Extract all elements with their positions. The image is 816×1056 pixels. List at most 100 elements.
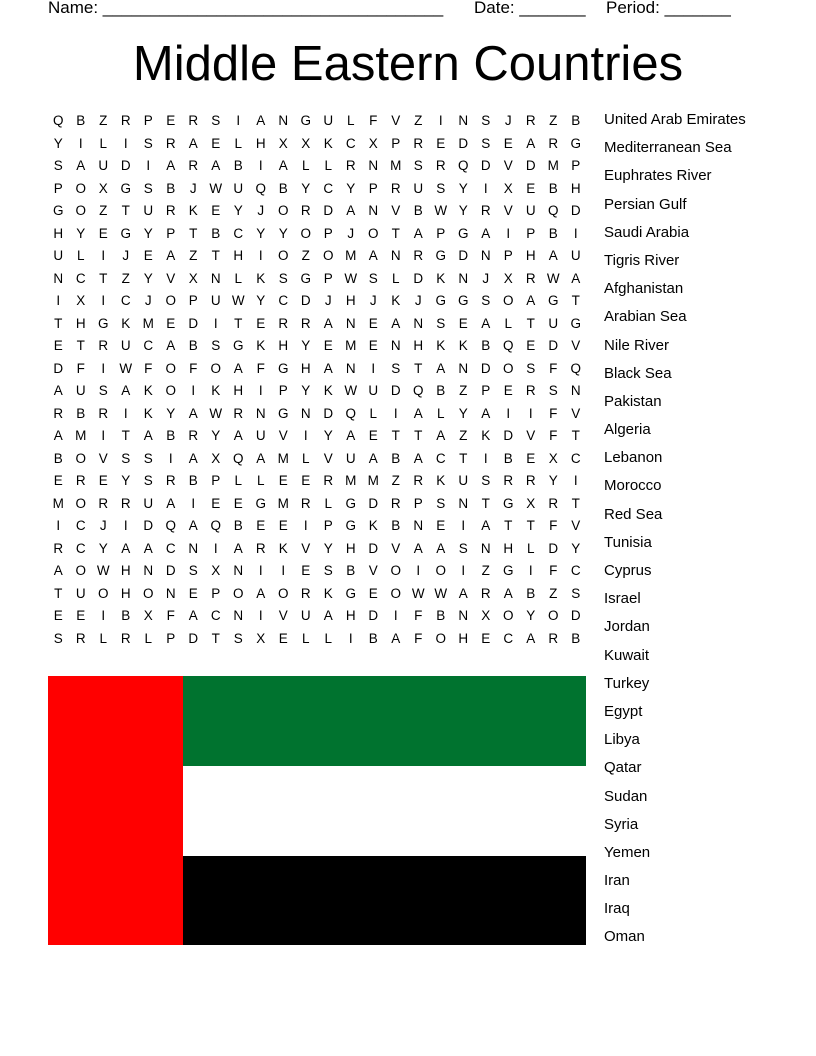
grid-letter: G [345,495,356,511]
grid-letter: V [571,405,581,421]
grid-letter: I [393,405,398,421]
grid-letter: E [76,608,86,623]
grid-letter: B [346,563,356,578]
flag-white-stripe [183,766,586,856]
grid-letter: F [256,360,265,376]
grid-letter: B [548,225,558,241]
grid-letter: L [144,630,152,646]
grid-letter: V [391,113,401,128]
grid-letter: X [211,450,221,466]
grid-letter: R [503,473,514,488]
grid-letter: V [278,608,288,623]
grid-letter: M [345,473,357,488]
grid-letter: U [233,180,244,196]
grid-letter: B [526,585,536,601]
grid-letter: H [458,630,469,646]
grid-letter: E [256,315,266,331]
word-list-item: United Arab Emirates [604,111,746,128]
grid-letter: I [573,225,578,241]
grid-letter: G [570,135,581,151]
word-list-item: Cyprus [604,562,652,579]
grid-letter: R [120,495,131,511]
date-field-label: Date: _______ [474,0,586,17]
grid-letter: A [143,428,153,443]
grid-letter: U [143,203,154,218]
grid-letter: B [166,180,176,196]
grid-letter: D [570,203,581,218]
grid-letter: U [525,203,536,218]
grid-letter: A [233,428,243,443]
grid-letter: L [346,113,355,128]
grid-letter: F [144,360,153,376]
grid-letter: P [278,383,288,398]
grid-letter: I [303,518,308,533]
grid-letter: J [482,270,490,286]
grid-letter: Y [301,180,311,196]
grid-letter: T [391,428,400,443]
grid-letter: A [188,518,198,533]
grid-letter: T [54,315,63,331]
grid-letter: L [436,405,445,421]
word-list-item: Red Sea [604,505,663,523]
grid-letter: Y [301,383,311,398]
grid-letter: C [503,630,514,646]
grid-letter: M [277,495,289,511]
grid-letter: U [75,585,86,601]
grid-letter: W [209,180,223,196]
grid-letter: A [188,135,198,151]
grid-letter: A [503,585,513,601]
grid-letter: N [233,608,244,623]
grid-letter: E [301,473,311,488]
grid-letter: O [547,608,559,623]
grid-letter: R [548,630,559,646]
grid-letter: T [76,338,85,353]
grid-letter: E [368,428,378,443]
grid-letter: I [236,113,241,128]
grid-letter: Y [301,338,311,353]
grid-letter: W [434,203,448,218]
grid-letter: G [120,225,131,241]
name-field-label: Name: __________________________________… [48,0,444,17]
grid-letter: P [211,473,221,488]
grid-letter: V [503,203,513,218]
grid-letter: O [277,203,289,218]
grid-letter: E [211,495,221,511]
grid-letter: T [459,450,468,466]
grid-letter: H [413,338,424,353]
grid-letter: R [120,113,131,128]
grid-letter: J [504,113,512,128]
grid-letter: K [391,293,401,308]
grid-letter: A [121,383,131,398]
grid-letter: I [461,563,466,578]
grid-letter: Z [549,113,558,128]
grid-letter: Y [233,203,243,218]
grid-letter: I [191,383,196,398]
grid-letter: F [414,608,423,623]
grid-letter: N [413,518,424,533]
grid-letter: L [76,248,85,263]
grid-letter: C [75,270,86,286]
grid-letter: V [503,158,513,173]
word-list-item: Sudan [604,787,648,805]
grid-letter: N [458,360,469,376]
grid-letter: V [278,428,288,443]
grid-letter: T [99,270,108,286]
grid-letter: R [98,405,109,421]
grid-letter: D [570,608,581,623]
grid-letter: L [99,630,107,646]
grid-letter: H [345,293,356,308]
grid-letter: R [300,495,311,511]
grid-letter: A [323,315,333,331]
grid-letter: B [76,405,86,421]
grid-letter: D [390,383,401,398]
grid-letter: G [547,293,559,308]
grid-letter: U [53,248,64,263]
grid-letter: Q [52,113,64,128]
grid-letter: Z [414,113,423,128]
grid-letter: C [323,180,334,196]
grid-letter: D [458,248,469,263]
